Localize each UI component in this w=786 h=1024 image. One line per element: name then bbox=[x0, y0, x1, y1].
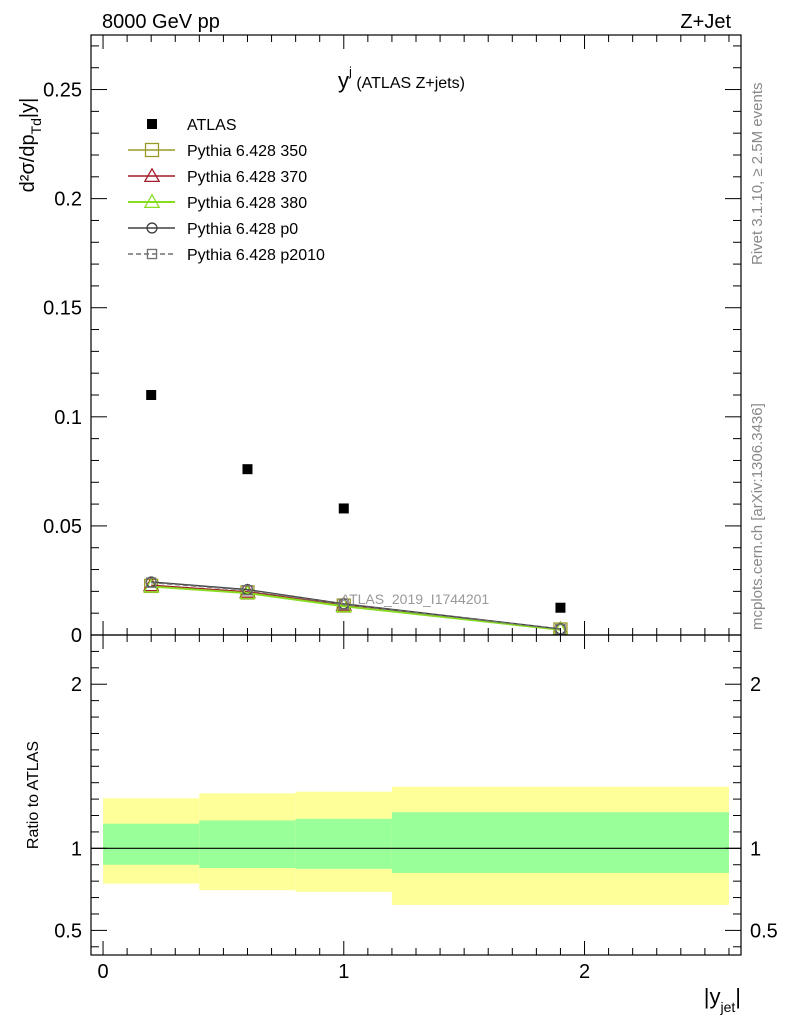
main-y-tick-label: 0.2 bbox=[54, 189, 82, 211]
y-axis-label: d²σ/dpTd|y| bbox=[17, 98, 44, 193]
ratio-y-axis-label: Ratio to ATLAS bbox=[25, 741, 42, 849]
x-axis-label-sub: jet bbox=[719, 999, 735, 1015]
plot-title-sup: j bbox=[348, 64, 352, 79]
legend-label: Pythia 6.428 350 bbox=[187, 143, 307, 160]
axis-ticks bbox=[91, 35, 741, 955]
legend-marker bbox=[147, 119, 157, 129]
y-axis-label-main: d²σ/dp bbox=[17, 134, 39, 192]
ratio-y-tick-label-right: 1 bbox=[750, 838, 761, 860]
ratio-y-tick-label-right: 0.5 bbox=[750, 920, 778, 942]
x-axis-label-tail: | bbox=[735, 984, 741, 1009]
series-point-p2010 bbox=[145, 577, 157, 588]
process-label: Z+Jet bbox=[680, 11, 731, 33]
rivet-label: Rivet 3.1.10, ≥ 2.5M events bbox=[749, 83, 766, 266]
source-label: mcplots.cern.ch [arXiv:1306.3436] bbox=[749, 403, 766, 630]
series-point-p380 bbox=[335, 597, 353, 613]
series-point-p2010 bbox=[242, 585, 253, 596]
main-y-tick-label: 0.05 bbox=[43, 516, 82, 538]
legend-marker bbox=[144, 142, 160, 158]
legend-label: ATLAS bbox=[187, 117, 237, 134]
legend-item-data: ATLAS bbox=[147, 117, 237, 134]
x-axis-label-main: |y bbox=[704, 984, 721, 1009]
y-axis-label-sub: Td bbox=[28, 118, 44, 134]
data-point bbox=[555, 602, 566, 613]
legend-item-p350: Pythia 6.428 350 bbox=[128, 142, 307, 160]
x-tick-label: 0 bbox=[97, 961, 108, 983]
ratio-y-tick-label: 0.5 bbox=[54, 920, 82, 942]
legend-marker bbox=[146, 248, 158, 260]
ratio-y-tick-label-right: 2 bbox=[750, 674, 761, 696]
legend-marker bbox=[143, 167, 161, 183]
legend-item-p2010: Pythia 6.428 p2010 bbox=[128, 247, 325, 264]
legend-label: Pythia 6.428 p0 bbox=[187, 221, 298, 238]
y-axis-label-tail: |y| bbox=[17, 98, 39, 118]
series-line-p380 bbox=[151, 585, 561, 631]
legend-item-p0: Pythia 6.428 p0 bbox=[128, 221, 298, 238]
x-axis-label: |yjet| bbox=[704, 984, 741, 1015]
legend-label: Pythia 6.428 380 bbox=[187, 195, 307, 212]
legend: ATLAS Pythia 6.428 350 Pythia 6.428 370 Pyt… bbox=[128, 117, 325, 264]
ratio-band-inner bbox=[103, 823, 200, 865]
main-y-tick-label: 0.15 bbox=[43, 298, 82, 320]
main-y-tick-label: 0.25 bbox=[43, 80, 82, 102]
data-point bbox=[242, 464, 253, 475]
x-tick-label: 2 bbox=[579, 961, 590, 983]
main-y-tick-label: 0 bbox=[71, 625, 82, 647]
main-y-tick-label: 0.1 bbox=[54, 407, 82, 429]
axis-tick-labels: 0 1 2 0 0.05 0.1 0.15 0.2 0.25 0.5 0.5 1 1 2 2 bbox=[43, 80, 778, 983]
ratio-bands bbox=[103, 786, 729, 905]
series-point-p2010 bbox=[338, 599, 349, 610]
legend-item-p370: Pythia 6.428 370 bbox=[128, 167, 307, 186]
plot-title-main: y bbox=[338, 68, 349, 93]
plot-title: yj (ATLAS Z+jets) bbox=[338, 64, 465, 93]
data-point bbox=[338, 503, 349, 514]
ratio-y-tick-label: 1 bbox=[71, 838, 82, 860]
legend-label: Pythia 6.428 370 bbox=[187, 169, 307, 186]
ratio-band-inner bbox=[295, 818, 392, 869]
legend-label: Pythia 6.428 p2010 bbox=[187, 247, 325, 264]
plot-title-rest: (ATLAS Z+jets) bbox=[352, 75, 465, 92]
ratio-y-tick-label: 2 bbox=[71, 674, 82, 696]
energy-label: 8000 GeV pp bbox=[102, 11, 220, 33]
x-tick-label: 1 bbox=[338, 961, 349, 983]
ratio-band-inner bbox=[199, 820, 296, 869]
analysis-watermark: ATLAS_2019_I1744201 bbox=[341, 591, 490, 607]
legend-item-p380: Pythia 6.428 380 bbox=[128, 193, 307, 212]
series-line-p2010 bbox=[151, 581, 561, 630]
data-points bbox=[146, 390, 566, 613]
legend-marker bbox=[146, 222, 158, 234]
data-point bbox=[146, 390, 157, 400]
ratio-band-inner bbox=[391, 812, 729, 873]
legend-marker bbox=[143, 193, 161, 209]
